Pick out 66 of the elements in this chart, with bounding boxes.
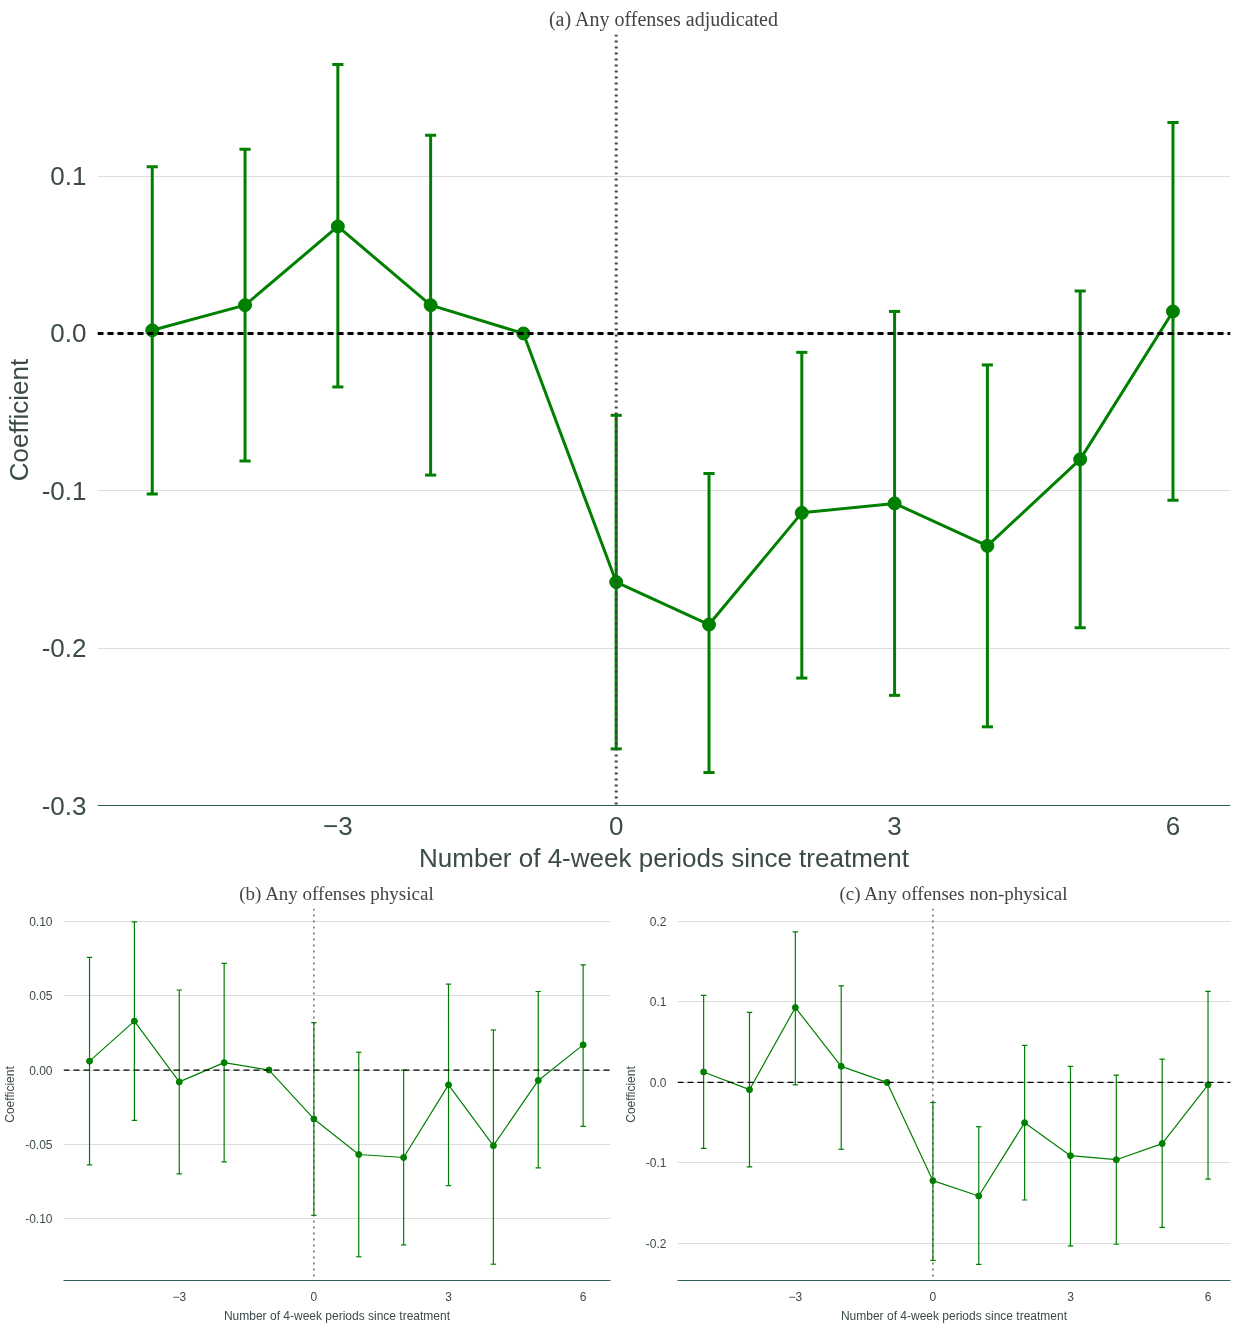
y-tick-label: -0.1 (645, 1156, 667, 1171)
point (355, 1151, 363, 1159)
x-tick-label: 6 (579, 1289, 587, 1304)
y-tick-label: 0.0 (649, 1075, 667, 1090)
y-tick-label: 0.1 (50, 161, 87, 192)
point (794, 505, 809, 520)
y-tick-label: -0.10 (25, 1211, 53, 1226)
y-tick-label: 0.00 (29, 1063, 53, 1078)
point (745, 1086, 753, 1094)
y-tick-label: -0.2 (41, 633, 87, 664)
chart-title: (b) Any offenses physical (239, 882, 434, 905)
point (702, 617, 716, 632)
y-tick-label: 0.05 (29, 989, 53, 1004)
y-axis-title: Coefficient (623, 1065, 638, 1123)
x-tick-label: 3 (445, 1289, 453, 1304)
point (238, 298, 253, 313)
x-tick-label: −3 (172, 1289, 187, 1304)
y-tick-label: -0.2 (645, 1236, 667, 1251)
y-tick-label: -0.1 (41, 475, 87, 506)
point (1112, 1156, 1120, 1164)
point (1073, 452, 1088, 467)
point (220, 1059, 228, 1067)
x-axis-title: Number of 4-week periods since treatment (419, 842, 910, 873)
point (579, 1041, 587, 1049)
point (534, 1076, 542, 1084)
x-tick-label: 0 (310, 1289, 318, 1304)
y-tick-label: 0.10 (29, 915, 53, 930)
point (445, 1081, 453, 1089)
chart-title: (c) Any offenses non-physical (839, 882, 1068, 905)
point (837, 1062, 845, 1070)
point (1204, 1081, 1212, 1089)
point (423, 298, 438, 313)
x-axis-title: Number of 4-week periods since treatment (840, 1308, 1068, 1323)
y-tick-label: 0.2 (649, 914, 667, 929)
point (975, 1192, 983, 1200)
point (130, 1017, 138, 1025)
x-axis-title: Number of 4-week periods since treatment (223, 1308, 451, 1323)
point (791, 1004, 799, 1012)
x-tick-label: −3 (323, 810, 353, 841)
point (86, 1057, 94, 1065)
point (400, 1153, 408, 1161)
point (700, 1068, 708, 1076)
y-axis-title: Coefficient (3, 1065, 18, 1123)
x-tick-label: 6 (1204, 1289, 1212, 1304)
point (489, 1142, 497, 1150)
x-tick-label: 0 (608, 810, 624, 841)
point (1066, 1152, 1074, 1160)
y-axis-title: Coefficient (3, 358, 34, 482)
point (175, 1078, 183, 1086)
x-tick-label: −3 (788, 1289, 803, 1304)
x-tick-label: 6 (1165, 810, 1181, 841)
y-tick-label: 0.0 (50, 318, 87, 349)
point (883, 1078, 891, 1086)
x-tick-label: 0 (929, 1289, 937, 1304)
point (330, 219, 345, 234)
y-tick-label: -0.05 (25, 1137, 53, 1152)
point (1165, 304, 1180, 319)
point (980, 538, 995, 553)
x-tick-label: 3 (887, 810, 902, 841)
point (1158, 1140, 1166, 1148)
y-tick-label: 0.1 (649, 995, 667, 1010)
point (1021, 1119, 1029, 1127)
chart-title: (a) Any offenses adjudicated (548, 7, 778, 31)
x-tick-label: 3 (1067, 1289, 1075, 1304)
y-tick-label: -0.3 (41, 790, 87, 821)
point (887, 496, 902, 511)
